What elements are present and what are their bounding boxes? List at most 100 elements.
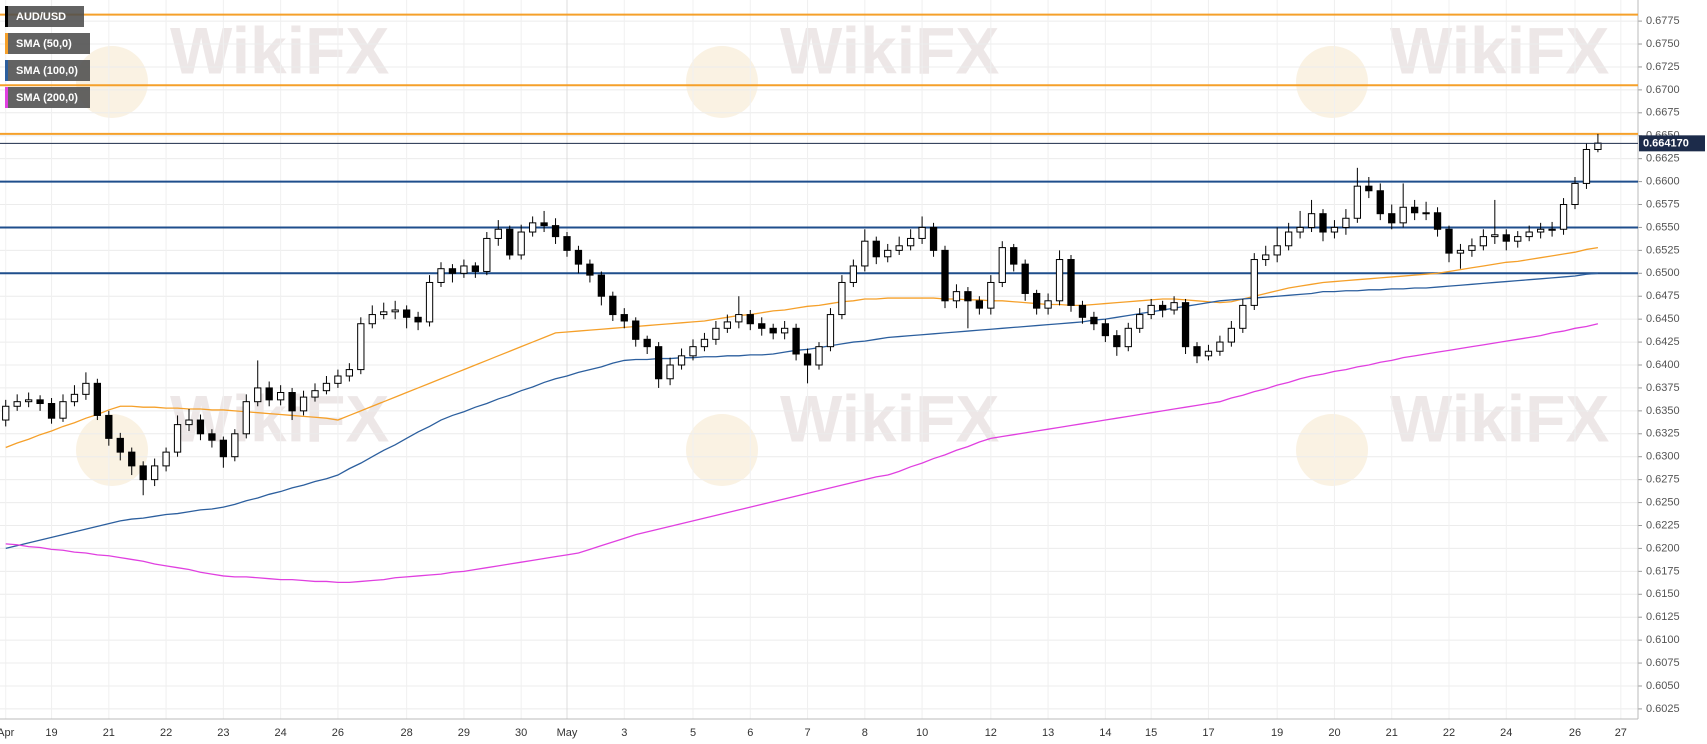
- candle-body: [1525, 231, 1533, 238]
- candle-body: [59, 401, 67, 419]
- y-tick-label: 0.6525: [1646, 244, 1680, 256]
- candle-body: [609, 295, 617, 316]
- legend-box: [5, 87, 90, 108]
- y-tick-label: 0.6150: [1646, 588, 1680, 600]
- candle-body: [1536, 228, 1545, 233]
- candle-body: [1388, 213, 1396, 224]
- candle-body: [1273, 245, 1281, 256]
- y-tick-label: 0.6750: [1646, 38, 1680, 50]
- candle-body: [1010, 247, 1018, 265]
- y-tick-label: 0.6550: [1646, 221, 1680, 233]
- candle-body: [929, 226, 938, 251]
- candle-body: [1548, 228, 1556, 231]
- candle-body: [838, 281, 846, 316]
- y-tick-label: 0.6400: [1646, 359, 1680, 371]
- candle-body: [13, 401, 21, 407]
- candle-body: [1044, 300, 1052, 309]
- candle-body: [540, 222, 548, 227]
- candle-body: [746, 314, 754, 325]
- candle-body: [357, 323, 365, 371]
- y-tick-label: 0.6700: [1646, 84, 1680, 96]
- candle-body: [345, 369, 354, 377]
- x-tick-label: 10: [916, 727, 928, 739]
- x-tick-label: 24: [1500, 727, 1512, 739]
- y-tick-label: 0.6050: [1646, 680, 1680, 692]
- candle-body: [895, 245, 903, 251]
- legend-swatch: [5, 6, 8, 27]
- candle-body: [952, 291, 961, 302]
- candle-body: [231, 433, 239, 458]
- y-tick-label: 0.6725: [1646, 61, 1680, 73]
- y-tick-label: 0.6575: [1646, 198, 1680, 210]
- candle-body: [861, 240, 869, 267]
- candle-body: [975, 300, 984, 309]
- candle-body: [299, 396, 308, 412]
- x-tick-label: 12: [985, 727, 997, 739]
- y-tick-label: 0.6075: [1646, 657, 1680, 669]
- candle-body: [1170, 302, 1178, 311]
- candle-body: [208, 433, 216, 441]
- legend-box: [5, 33, 90, 54]
- legend-label: SMA (200,0): [16, 92, 78, 104]
- candle-body: [849, 265, 858, 283]
- candle-body: [24, 399, 33, 403]
- candle-body: [1284, 231, 1293, 247]
- candle-body: [723, 321, 732, 329]
- candle-body: [792, 327, 800, 355]
- candle-body: [36, 399, 44, 405]
- candle-body: [803, 353, 812, 366]
- candle-body: [414, 316, 422, 323]
- candle-body: [1262, 254, 1270, 261]
- candle-body: [128, 451, 136, 467]
- candle-body: [506, 228, 514, 256]
- candle-body: [276, 392, 285, 401]
- candle-body: [173, 424, 182, 453]
- y-tick-label: 0.6775: [1646, 15, 1680, 27]
- x-tick-label: 14: [1099, 727, 1111, 739]
- candle-body: [1113, 335, 1121, 348]
- x-tick-label: 3: [621, 727, 627, 739]
- candle-body: [1250, 259, 1258, 306]
- candle-body: [150, 465, 159, 481]
- last-price-tag: [1639, 135, 1705, 152]
- candle-body: [872, 240, 880, 258]
- y-tick-label: 0.6300: [1646, 451, 1680, 463]
- x-tick-label: 27: [1615, 727, 1627, 739]
- candle-body: [391, 309, 399, 313]
- x-tick-label: 5: [690, 727, 696, 739]
- candle-body: [1582, 148, 1591, 184]
- x-tick-label: 26: [332, 727, 344, 739]
- y-tick-label: 0.6475: [1646, 290, 1680, 302]
- candle-body: [70, 393, 79, 403]
- candle-body: [1032, 292, 1041, 309]
- candle-body: [1479, 236, 1488, 247]
- candle-body: [254, 387, 262, 403]
- candle-body: [620, 314, 628, 322]
- watermark: WikiFX: [170, 13, 389, 87]
- candle-body: [311, 390, 319, 398]
- x-tick-label: 26: [1569, 727, 1581, 739]
- candle-body: [677, 355, 686, 366]
- y-tick-label: 0.6275: [1646, 474, 1680, 486]
- candle-body: [460, 265, 468, 274]
- y-tick-label: 0.6250: [1646, 496, 1680, 508]
- candle-body: [116, 437, 124, 453]
- y-tick-label: 0.6625: [1646, 153, 1680, 165]
- x-tick-label: Apr: [0, 727, 15, 739]
- x-tick-label: 21: [1386, 727, 1398, 739]
- legend-box: [5, 6, 84, 27]
- candle-body: [425, 281, 434, 323]
- y-tick-label: 0.6375: [1646, 382, 1680, 394]
- candle-body: [1353, 185, 1362, 219]
- x-tick-label: 7: [804, 727, 810, 739]
- y-tick-label: 0.6450: [1646, 313, 1680, 325]
- candle-body: [1296, 226, 1304, 233]
- y-tick-label: 0.6200: [1646, 542, 1680, 554]
- candle-body: [185, 419, 193, 426]
- y-tick-label: 0.6125: [1646, 611, 1680, 623]
- candle-body: [1376, 190, 1384, 215]
- candle-body: [1021, 263, 1029, 294]
